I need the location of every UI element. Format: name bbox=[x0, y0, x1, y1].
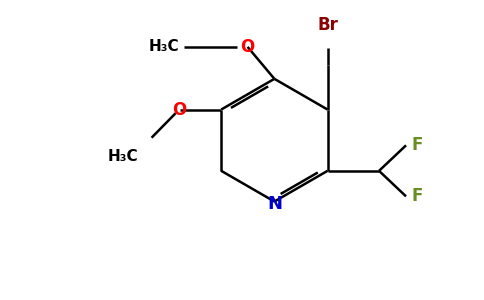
Text: F: F bbox=[412, 136, 424, 154]
Text: O: O bbox=[241, 38, 255, 56]
Text: H₃C: H₃C bbox=[107, 149, 138, 164]
Text: H₃C: H₃C bbox=[148, 39, 179, 54]
Text: F: F bbox=[412, 188, 424, 206]
Text: N: N bbox=[267, 195, 282, 213]
Text: Br: Br bbox=[317, 16, 338, 34]
Text: O: O bbox=[172, 100, 187, 118]
